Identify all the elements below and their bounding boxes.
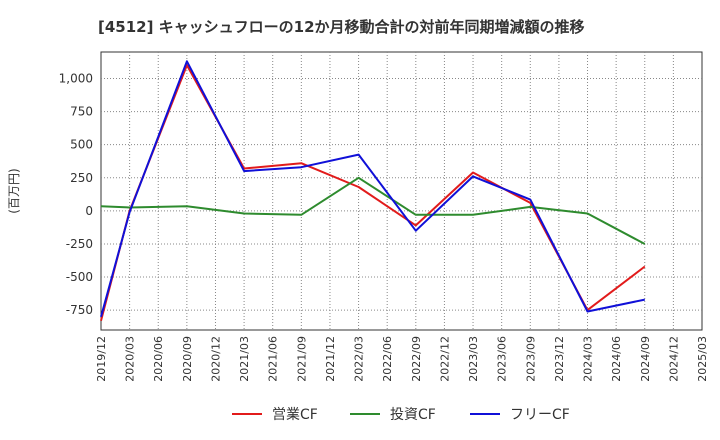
legend: 営業CF 投資CF フリーCF: [232, 407, 570, 423]
series-line-フリーCF: [100, 60, 646, 318]
legend-label: フリーCF: [510, 407, 570, 423]
legend-label: 投資CF: [390, 407, 436, 423]
y-tick-label: -750: [66, 303, 93, 317]
x-tick-label: 2025/03: [696, 336, 709, 382]
x-tick-label: 2020/03: [124, 336, 137, 382]
x-tick-label: 2023/09: [524, 336, 537, 382]
x-tick-label: 2023/12: [553, 336, 566, 382]
x-tick-label: 2022/06: [381, 336, 394, 382]
x-tick-label: 2021/09: [295, 336, 308, 382]
x-tick-label: 2023/03: [467, 336, 480, 382]
x-tick-label: 2024/12: [667, 336, 680, 382]
series-line-投資CF: [100, 176, 646, 245]
x-tick-label: 2024/03: [582, 336, 595, 382]
x-tick-label: 2022/03: [353, 336, 366, 382]
x-tick-label: 2022/09: [410, 336, 423, 382]
x-tick-label: 2021/06: [267, 336, 280, 382]
series-line-営業CF: [100, 64, 646, 321]
y-tick-label: 500: [70, 138, 93, 152]
x-tick-label: 2022/12: [438, 336, 451, 382]
x-tick-label: 2019/12: [95, 336, 108, 382]
chart-title: [4512] キャッシュフローの12か月移動合計の対前年同期増減額の推移: [98, 18, 585, 36]
plot-area: 2019/12 2020/03 2020/06 2020/09 2020/12 2021/…: [59, 51, 709, 382]
y-tick-label: -250: [66, 237, 93, 251]
x-tick-label: 2020/09: [181, 336, 194, 382]
plot-border: [100, 51, 703, 331]
x-tick-label: 2024/09: [639, 336, 652, 382]
x-tick-label: 2020/06: [152, 336, 165, 382]
x-tick-label: 2020/12: [209, 336, 222, 382]
y-tick-label: 750: [70, 105, 93, 119]
y-tick-label: 250: [70, 171, 93, 185]
x-tick-label: 2021/12: [324, 336, 337, 382]
x-tick-label: 2023/06: [496, 336, 509, 382]
y-axis-label: (百万円): [7, 168, 21, 213]
y-tick-label: -500: [66, 270, 93, 284]
legend-label: 営業CF: [272, 407, 318, 423]
y-tick-label: 0: [85, 204, 93, 218]
x-tick-label: 2021/03: [238, 336, 251, 382]
x-tick-label: 2024/06: [610, 336, 623, 382]
y-tick-label: 1,000: [59, 71, 93, 85]
